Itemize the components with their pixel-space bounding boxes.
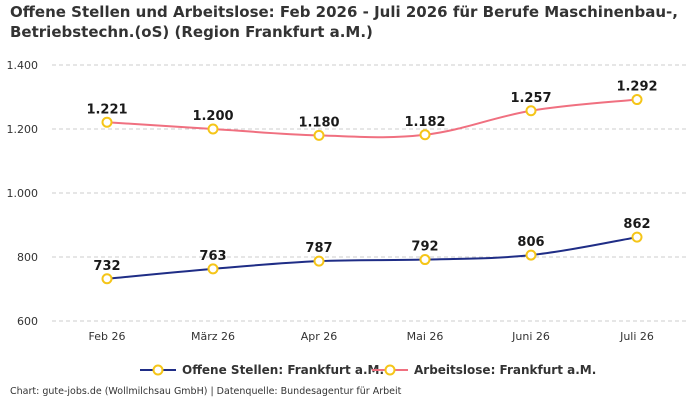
x-tick-label: Mai 26 [407, 330, 444, 343]
legend-marker [152, 364, 164, 376]
data-point[interactable] [525, 249, 537, 261]
data-point[interactable] [631, 231, 643, 243]
data-point[interactable] [313, 129, 325, 141]
x-axis-ticks: Feb 26 März 26 Apr 26 Mai 26 Juni 26 Juli 26 [89, 330, 654, 343]
x-tick-label: März 26 [191, 330, 235, 343]
data-label: 862 [623, 217, 650, 232]
legend-item-0[interactable]: Offene Stellen: Frankfurt a.M. [140, 363, 384, 377]
data-label: 1.292 [616, 80, 657, 95]
data-point[interactable] [207, 123, 219, 135]
data-point[interactable] [419, 254, 431, 266]
legend-label: Offene Stellen: Frankfurt a.M. [182, 363, 384, 377]
grid-lines [52, 64, 688, 322]
legend-item-1[interactable]: Arbeitslose: Frankfurt a.M. [372, 363, 596, 377]
x-tick-label: Juni 26 [511, 330, 550, 343]
data-markers [101, 94, 643, 285]
data-point[interactable] [313, 255, 325, 267]
data-point[interactable] [101, 273, 113, 285]
data-point[interactable] [525, 105, 537, 117]
data-label: 763 [199, 249, 226, 264]
y-tick-label: 1.000 [7, 187, 39, 200]
data-label: 1.221 [86, 102, 127, 117]
x-tick-label: Juli 26 [619, 330, 654, 343]
x-tick-label: Feb 26 [89, 330, 126, 343]
data-label: 787 [305, 241, 332, 256]
y-tick-label: 800 [17, 251, 38, 264]
y-tick-label: 1.400 [7, 59, 39, 72]
x-tick-label: Apr 26 [301, 330, 338, 343]
data-point[interactable] [419, 129, 431, 141]
series-lines [106, 98, 638, 280]
y-tick-label: 1.200 [7, 123, 39, 136]
chart-title: Offene Stellen und Arbeitslose: Feb 2026… [10, 3, 678, 41]
series-line-1 [106, 98, 638, 139]
data-point[interactable] [207, 263, 219, 275]
y-axis-ticks: 600 800 1.000 1.200 1.400 [7, 59, 39, 328]
data-label: 732 [93, 259, 120, 274]
data-label: 1.182 [404, 115, 445, 130]
series-line-0 [106, 236, 638, 280]
y-tick-label: 600 [17, 315, 38, 328]
chart-source: Chart: gute-jobs.de (Wollmilchsau GmbH) … [10, 386, 402, 397]
data-point[interactable] [101, 116, 113, 128]
legend-label: Arbeitslose: Frankfurt a.M. [414, 363, 596, 377]
data-label: 806 [517, 235, 544, 250]
data-label: 1.200 [192, 109, 233, 124]
data-label: 1.180 [298, 115, 339, 130]
data-label: 792 [411, 240, 438, 255]
data-labels: 732 763 787 792 806 862 1.221 1.200 1.180 1.182 1.… [86, 80, 657, 274]
data-label: 1.257 [510, 91, 551, 106]
legend: Offene Stellen: Frankfurt a.M. Arbeitslos… [140, 363, 596, 377]
legend-marker [384, 364, 396, 376]
data-point[interactable] [631, 94, 643, 106]
